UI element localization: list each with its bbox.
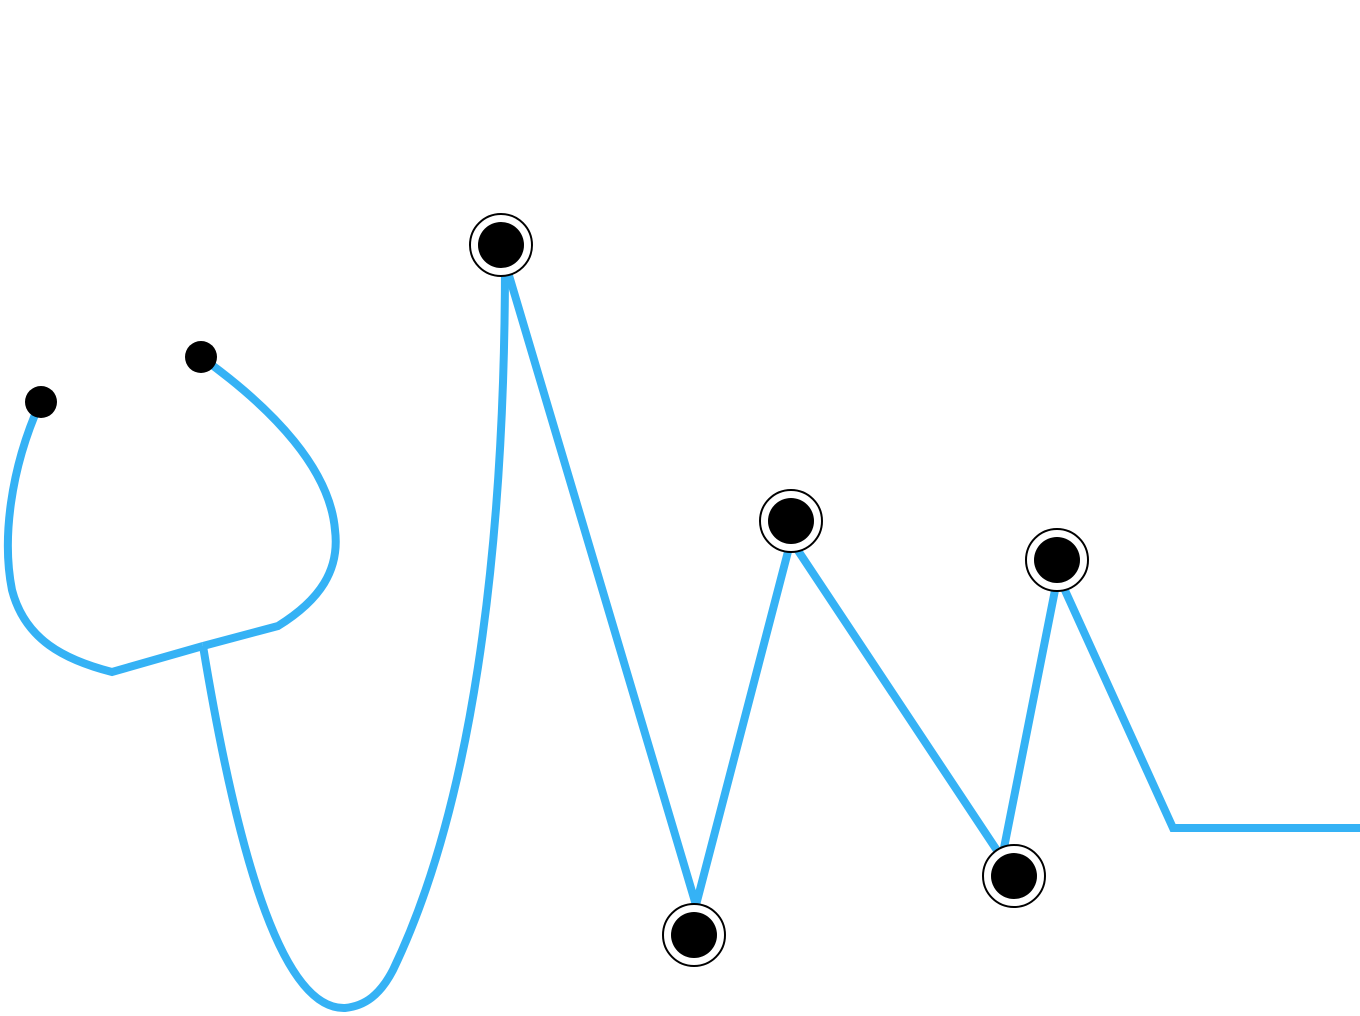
heartbeat-trace xyxy=(501,260,1360,920)
node-dot-icon xyxy=(768,498,814,544)
right-earpiece-icon xyxy=(185,341,217,373)
heartbeat-nodes xyxy=(469,213,1089,967)
heartbeat-node xyxy=(469,213,533,277)
heartbeat-node xyxy=(1025,528,1089,592)
heartbeat-node xyxy=(982,844,1046,908)
left-earpiece-icon xyxy=(25,386,57,418)
node-dot-icon xyxy=(671,912,717,958)
heartbeat-node xyxy=(662,903,726,967)
stethoscope xyxy=(3,261,509,1013)
heartbeat-node xyxy=(759,489,823,553)
node-dot-icon xyxy=(478,222,524,268)
stethoscope-main-tube xyxy=(199,261,509,1013)
stethoscope-right-tube xyxy=(198,353,340,650)
heartbeat-line xyxy=(501,260,1360,920)
node-dot-icon xyxy=(1034,537,1080,583)
node-dot-icon xyxy=(991,853,1037,899)
stethoscope-left-tube xyxy=(3,401,205,677)
